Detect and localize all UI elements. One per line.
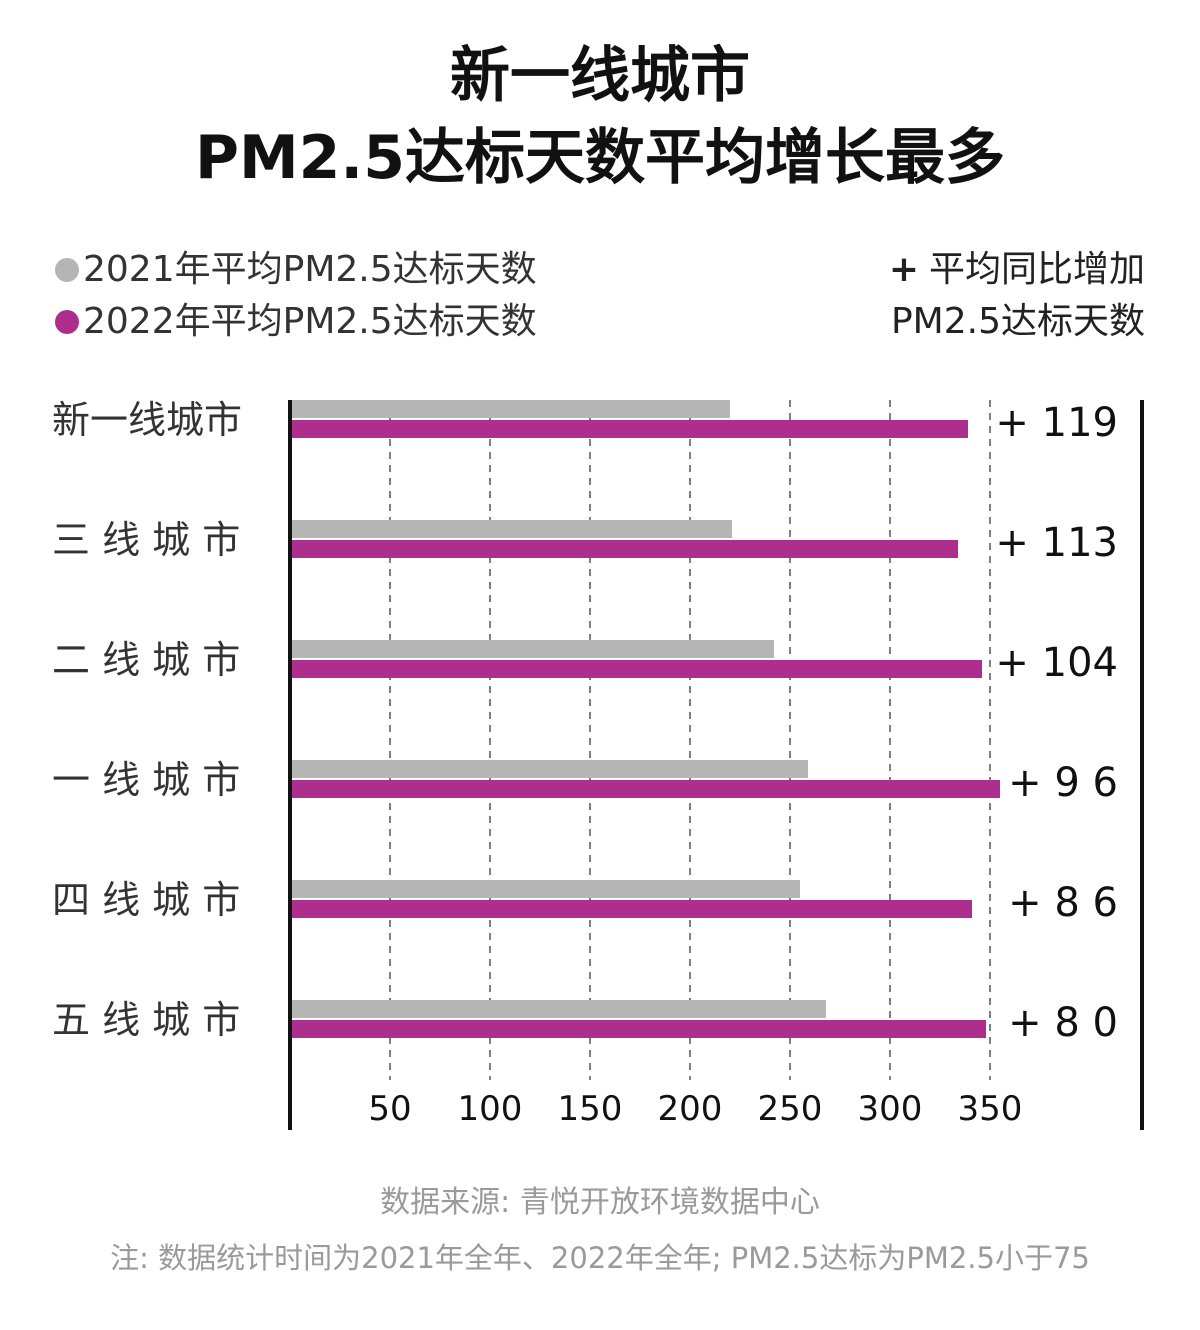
data-note: 注: 数据统计时间为2021年全年、2022年全年; PM2.5达标为PM2.5… <box>110 1241 1090 1275</box>
category-label-1: 三 线 城 市 <box>52 518 240 562</box>
increase-label-2: + 104 <box>995 640 1118 686</box>
legend-2022: 2022年平均PM2.5达标天数 <box>55 300 537 344</box>
legend-2022-swatch <box>55 310 79 334</box>
increase-label-3: + 9 6 <box>1008 760 1118 806</box>
chart-title-line1: 新一线城市 <box>450 41 750 111</box>
category-label-0: 新一线城市 <box>52 398 242 442</box>
legend-increase-line1: + 平均同比增加 <box>889 248 1145 292</box>
bar-2022-0 <box>290 420 968 438</box>
legend-2021-label: 2021年平均PM2.5达标天数 <box>83 249 537 290</box>
bar-2022-2 <box>290 660 982 678</box>
x-tick-label-300: 300 <box>858 1089 923 1129</box>
bar-2021-2 <box>290 640 774 658</box>
legend-increase-line2: PM2.5达标天数 <box>890 301 1145 342</box>
category-label-2: 二 线 城 市 <box>52 638 240 682</box>
x-tick-label-250: 250 <box>758 1089 823 1129</box>
bar-2021-3 <box>290 760 808 778</box>
bar-2022-5 <box>290 1020 986 1038</box>
increase-label-1: + 113 <box>995 520 1118 566</box>
category-label-3: 一 线 城 市 <box>52 758 240 802</box>
x-tick-label-150: 150 <box>558 1089 623 1129</box>
bar-chart: 新一线城市 + 119 三 线 城 市 + 113 二 线 城 市 + 104 一 线 城 … <box>52 398 1144 1130</box>
bar-2022-1 <box>290 540 958 558</box>
bar-2021-1 <box>290 520 732 538</box>
increase-label-5: + 8 0 <box>1008 1000 1118 1046</box>
legend-increase-label: 平均同比增加 <box>928 249 1145 290</box>
plus-icon: + <box>888 249 919 290</box>
increase-label-4: + 8 6 <box>1008 880 1118 926</box>
legend-2022-label: 2022年平均PM2.5达标天数 <box>83 301 537 342</box>
chart-title-line2: PM2.5达标天数平均增长最多 <box>195 123 1005 193</box>
x-tick-label-100: 100 <box>458 1089 523 1129</box>
x-tick-label-350: 350 <box>958 1089 1023 1129</box>
category-label-5: 五 线 城 市 <box>52 998 240 1042</box>
bar-2021-5 <box>290 1000 826 1018</box>
bar-2021-4 <box>290 880 800 898</box>
x-tick-label-200: 200 <box>658 1089 723 1129</box>
legend-2021-swatch <box>55 258 79 282</box>
bar-2022-4 <box>290 900 972 918</box>
category-label-4: 四 线 城 市 <box>52 878 240 922</box>
legend-2021: 2021年平均PM2.5达标天数 <box>55 248 537 292</box>
x-tick-label-50: 50 <box>368 1089 411 1129</box>
bar-2022-3 <box>290 780 1000 798</box>
bar-2021-0 <box>290 400 730 418</box>
increase-label-0: + 119 <box>995 400 1118 446</box>
data-source: 数据来源: 青悦开放环境数据中心 <box>380 1185 820 1220</box>
